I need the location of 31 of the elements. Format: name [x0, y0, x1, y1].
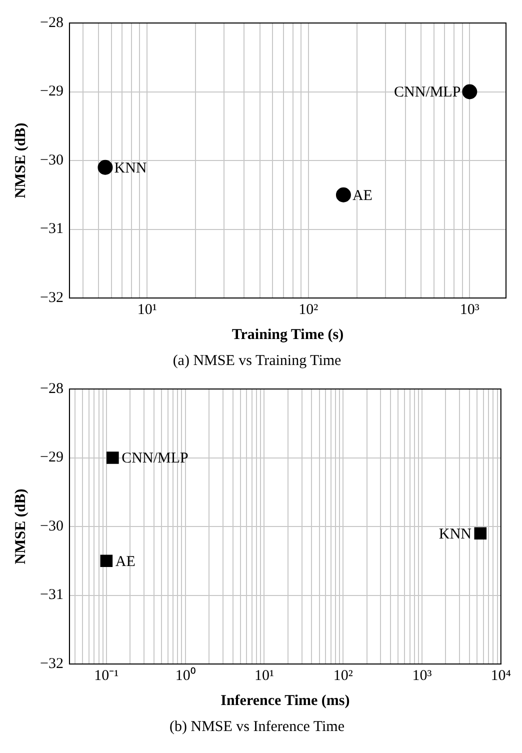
- y-tick-label: −29: [40, 84, 64, 100]
- y-tick-label: −30: [40, 518, 64, 534]
- x-axis-title: Training Time (s): [232, 326, 344, 343]
- x-tick-label: 10⁴: [490, 668, 511, 684]
- annotation: CNN/MLP: [122, 450, 188, 467]
- y-tick-label: −32: [40, 290, 64, 306]
- x-tick-label: 10¹: [137, 302, 157, 318]
- text: (a) NMSE vs Training Time: [172, 352, 342, 369]
- y-axis-title: NMSE (dB): [12, 122, 29, 198]
- annotation: KNN: [114, 160, 147, 176]
- x-tick-label: 10²: [298, 302, 319, 318]
- y-tick-label: −32: [40, 656, 64, 672]
- x-tick-label: 10³: [460, 302, 480, 318]
- y-tick-label: −31: [40, 587, 64, 604]
- text: (b) NMSE vs Inference Time: [170, 718, 345, 735]
- annotation: KNN: [438, 526, 472, 542]
- annotation: CNN/MLP: [394, 84, 461, 101]
- y-tick-label: −31: [40, 221, 64, 238]
- annotation: AE: [352, 188, 372, 204]
- y-tick-label: −28: [40, 14, 64, 31]
- y-tick-label: −30: [40, 152, 64, 168]
- x-tick-label: 10²: [333, 668, 354, 684]
- x-tick-label: 10³: [412, 668, 432, 684]
- y-tick-label: −28: [40, 380, 64, 397]
- x-tick-label: 10⁰: [175, 666, 196, 684]
- annotation: AE: [115, 554, 136, 570]
- x-tick-label: 10¹: [254, 668, 274, 684]
- y-tick-label: −29: [40, 450, 64, 466]
- x-axis-title: Inference Time (ms): [220, 692, 350, 709]
- y-axis-title: NMSE (dB): [12, 488, 29, 564]
- x-tick-label: 10⁻¹: [94, 668, 119, 684]
